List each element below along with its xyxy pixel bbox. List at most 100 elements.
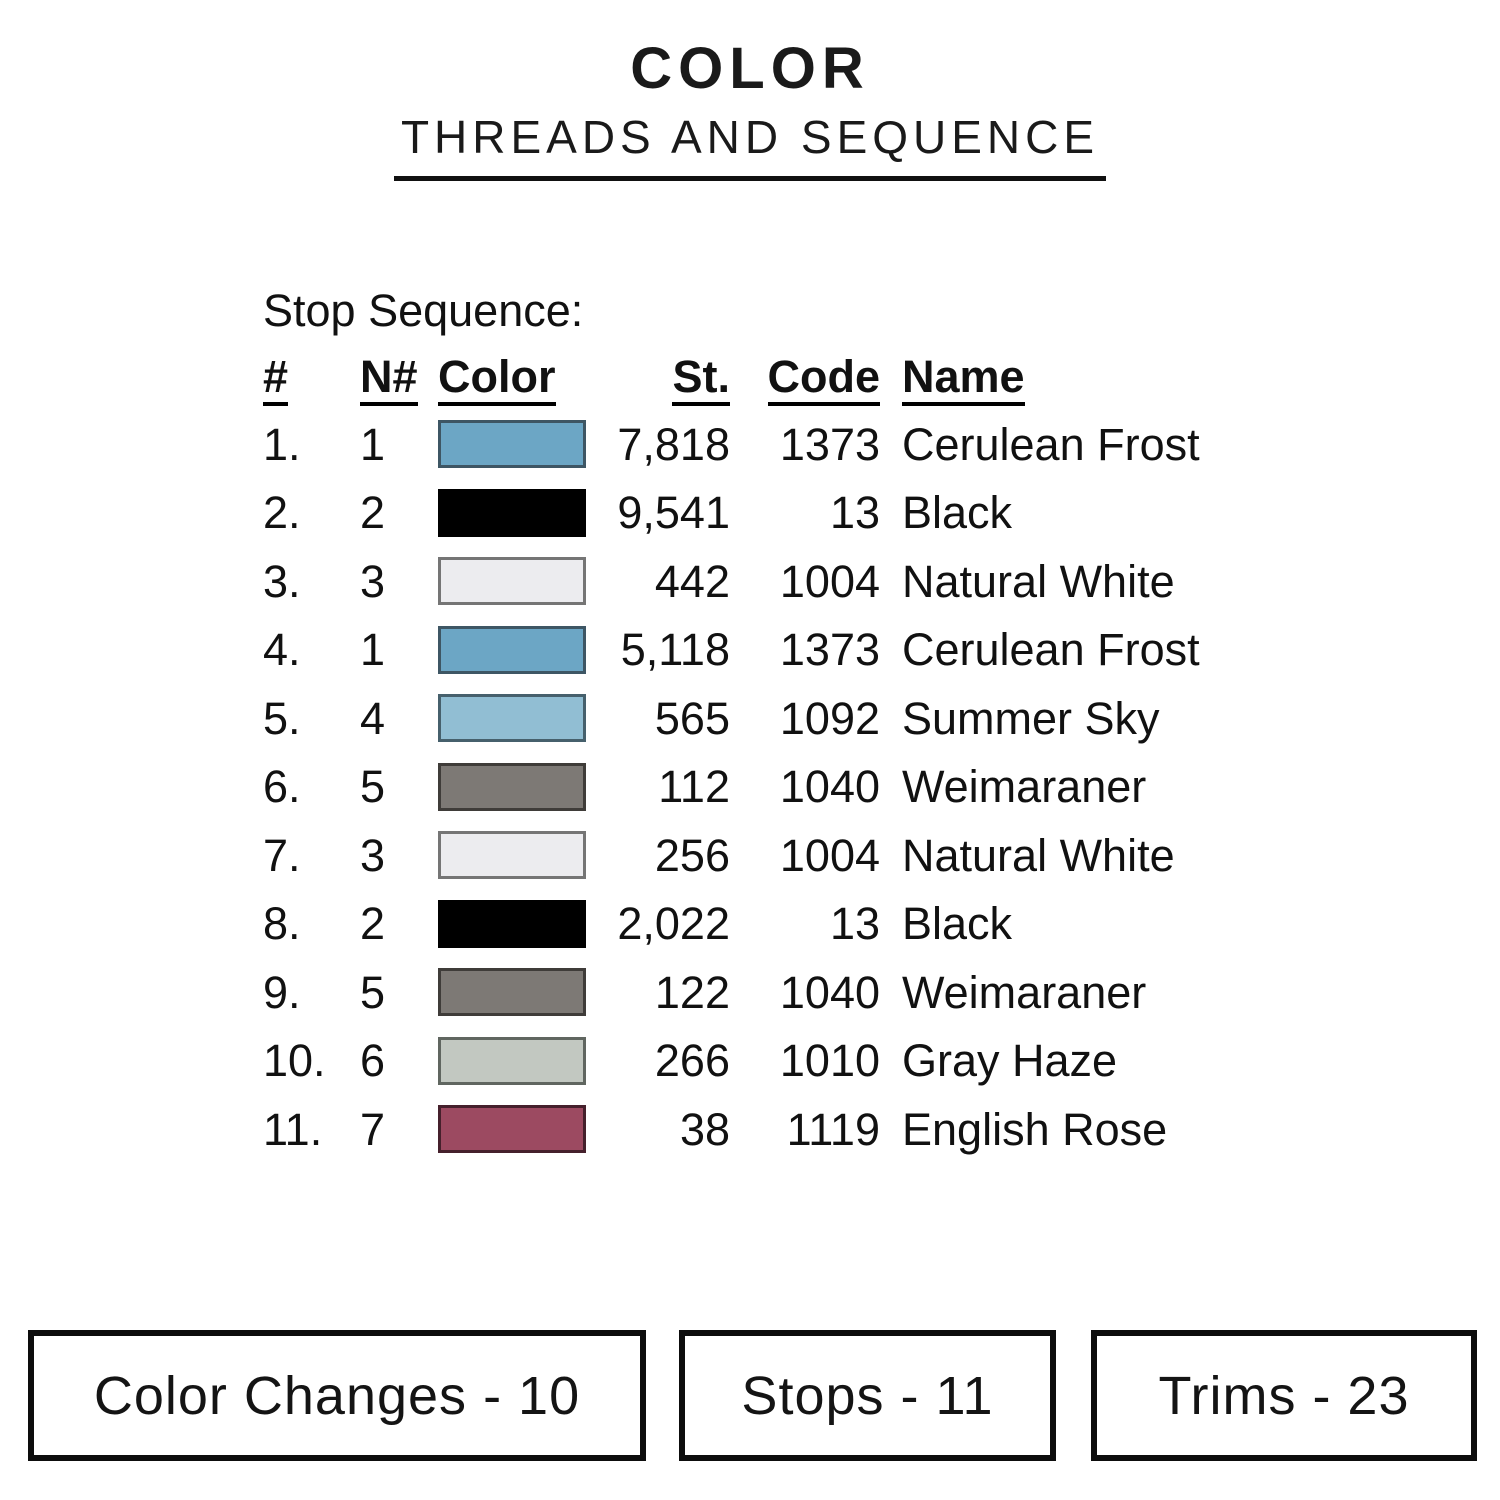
swatch-cell <box>438 831 590 880</box>
stitch-count: 38 <box>679 1103 730 1155</box>
table-row: 1. 1 7,818 1373 Cerulean Frost <box>263 410 1200 479</box>
color-swatch <box>438 1105 586 1154</box>
column-header-stitches: St. <box>590 354 730 406</box>
needle-number: 2 <box>360 487 386 539</box>
color-name: Summer Sky <box>902 692 1160 744</box>
column-header-number: # <box>263 354 360 406</box>
table-row: 7. 3 256 1004 Natural White <box>263 821 1200 890</box>
table-row: 2. 2 9,541 13 Black <box>263 479 1200 548</box>
color-name: Weimaraner <box>902 966 1147 1018</box>
color-name: Black <box>902 898 1013 950</box>
table-row: 10. 6 266 1010 Gray Haze <box>263 1027 1200 1096</box>
table-row: 8. 2 2,022 13 Black <box>263 890 1200 959</box>
color-swatch <box>438 1036 586 1085</box>
needle-number: 6 <box>360 1035 386 1087</box>
swatch-cell <box>438 625 590 674</box>
stitch-count: 442 <box>654 555 730 607</box>
color-code: 1092 <box>779 692 880 744</box>
color-name: Natural White <box>902 555 1175 607</box>
table-row: 6. 5 112 1040 Weimaraner <box>263 753 1200 822</box>
color-swatch <box>438 557 586 606</box>
color-swatch <box>438 831 586 880</box>
color-code: 1373 <box>779 624 880 676</box>
stitch-count: 7,818 <box>617 418 730 470</box>
trims-box: Trims - 23 <box>1091 1330 1477 1461</box>
color-name: Cerulean Frost <box>902 418 1200 470</box>
column-header-needle: N# <box>360 354 438 406</box>
color-name: Black <box>902 487 1013 539</box>
color-code: 1119 <box>786 1103 880 1155</box>
needle-number: 4 <box>360 692 386 744</box>
color-swatch <box>438 762 586 811</box>
color-name: English Rose <box>902 1103 1168 1155</box>
stitch-count: 256 <box>654 829 730 881</box>
needle-number: 3 <box>360 829 386 881</box>
color-swatch <box>438 625 586 674</box>
color-name: Cerulean Frost <box>902 624 1200 676</box>
color-code: 1373 <box>779 418 880 470</box>
color-code: 1004 <box>779 555 880 607</box>
page-title: COLOR <box>630 36 870 101</box>
stitch-count: 5,118 <box>620 624 730 676</box>
stop-sequence-label: Stop Sequence: <box>263 285 584 336</box>
needle-number: 3 <box>360 555 386 607</box>
table-row: 5. 4 565 1092 Summer Sky <box>263 684 1200 753</box>
row-number: 1. <box>263 418 301 470</box>
title-block: COLOR THREADS AND SEQUENCE <box>0 40 1500 181</box>
row-number: 7. <box>263 829 301 881</box>
column-header-color: Color <box>438 354 590 406</box>
color-swatch <box>438 968 586 1017</box>
color-swatch <box>438 488 586 537</box>
stitch-count: 112 <box>658 761 730 813</box>
row-number: 6. <box>263 761 301 813</box>
stitch-count: 565 <box>654 692 730 744</box>
needle-number: 7 <box>360 1103 386 1155</box>
swatch-cell <box>438 1105 590 1154</box>
column-header-name: Name <box>880 354 1025 406</box>
row-number: 3. <box>263 555 301 607</box>
color-code: 1040 <box>779 966 880 1018</box>
swatch-cell <box>438 694 590 743</box>
swatch-cell <box>438 1036 590 1085</box>
row-number: 11. <box>263 1103 323 1155</box>
stitch-count: 2,022 <box>617 898 730 950</box>
color-swatch <box>438 899 586 948</box>
table-row: 4. 1 5,118 1373 Cerulean Frost <box>263 616 1200 685</box>
needle-number: 1 <box>360 624 386 676</box>
row-number: 10. <box>263 1035 326 1087</box>
swatch-cell <box>438 420 590 469</box>
stitch-count: 122 <box>654 966 730 1018</box>
row-number: 4. <box>263 624 301 676</box>
swatch-cell <box>438 488 590 537</box>
color-code: 1040 <box>779 761 880 813</box>
color-code: 1004 <box>779 829 880 881</box>
stop-sequence-section: Stop Sequence: # N# Color St. Code Name … <box>263 284 1200 1164</box>
stitch-count: 266 <box>654 1035 730 1087</box>
swatch-cell <box>438 557 590 606</box>
color-changes-label: Color Changes - 10 <box>93 1365 581 1426</box>
color-swatch <box>438 420 586 469</box>
row-number: 2. <box>263 487 301 539</box>
color-name: Gray Haze <box>902 1035 1118 1087</box>
needle-number: 2 <box>360 898 386 950</box>
row-number: 9. <box>263 966 301 1018</box>
color-changes-box: Color Changes - 10 <box>28 1330 646 1461</box>
trims-label: Trims - 23 <box>1158 1365 1410 1426</box>
table-row: 3. 3 442 1004 Natural White <box>263 547 1200 616</box>
swatch-cell <box>438 762 590 811</box>
page-subtitle: THREADS AND SEQUENCE <box>400 111 1100 163</box>
color-code: 1010 <box>779 1035 880 1087</box>
title-underline <box>394 176 1106 181</box>
table-row: 11. 7 38 1119 English Rose <box>263 1095 1200 1164</box>
color-swatch <box>438 694 586 743</box>
color-code: 13 <box>829 487 880 539</box>
row-number: 5. <box>263 692 301 744</box>
table-row: 9. 5 122 1040 Weimaraner <box>263 958 1200 1027</box>
needle-number: 1 <box>360 418 386 470</box>
color-code: 13 <box>829 898 880 950</box>
table-header-row: # N# Color St. Code Name <box>263 354 1200 406</box>
table-body: 1. 1 7,818 1373 Cerulean Frost 2. 2 9,54… <box>263 410 1200 1164</box>
column-header-code: Code <box>730 354 880 406</box>
stops-box: Stops - 11 <box>679 1330 1056 1461</box>
color-name: Natural White <box>902 829 1175 881</box>
